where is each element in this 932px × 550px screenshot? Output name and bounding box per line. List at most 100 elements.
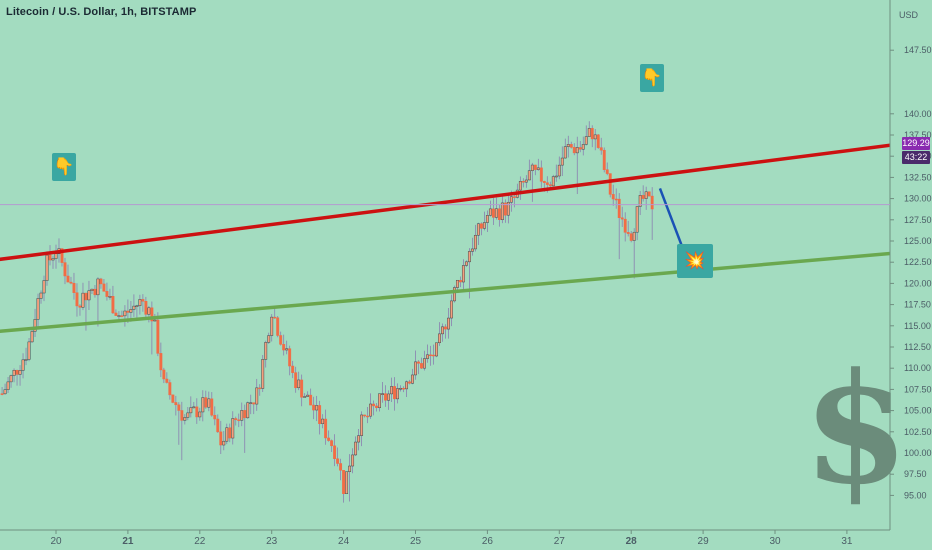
candle-body [108,296,112,298]
candle-body [461,265,465,283]
candle-body [626,232,630,234]
y-tick-label: 107.50 [904,384,932,394]
overlay-layer [0,142,898,333]
candle-body [524,179,528,183]
candle-body [39,292,43,299]
candle-body [27,341,31,360]
candle-body [638,195,642,207]
candle-body [126,310,130,313]
dollar-sign-icon: $ [803,339,909,518]
candle-body [557,164,561,177]
candle-body [572,147,576,154]
candle-body [135,305,139,307]
price-axis-panel [890,0,932,550]
candle-body [117,315,121,317]
x-tick-label: 28 [626,536,638,547]
y-tick-label: 102.50 [904,427,932,437]
candle-body [30,331,34,343]
candle-body [72,282,76,293]
candle-body [381,393,384,395]
candle-body [560,157,564,166]
candle-body [408,381,411,384]
candle-body [426,354,429,359]
last-price-badge: 129.29 [902,137,930,150]
candle-body [402,387,405,390]
candle-body [339,463,343,471]
candle-body [617,198,621,218]
candle-body [345,471,349,495]
candle-body [551,176,555,187]
candle-body [180,410,184,421]
candle-body [455,279,459,288]
candle-body [464,261,468,266]
candle-body [246,402,250,419]
candle-body [330,440,334,447]
candle-body [294,372,298,389]
candle-body [602,149,606,170]
candle-body [300,379,304,398]
candle-body [303,396,307,398]
candle-body [195,406,199,418]
candle-body [587,128,591,137]
x-tick-label: 29 [698,536,710,547]
candle-body [447,317,450,330]
candle-body [189,407,193,414]
candle-body [476,223,480,236]
candles-layer [0,121,654,503]
candle-body [641,195,645,199]
candle-body [276,317,280,336]
candle-body [452,287,456,302]
y-tick-label: 130.00 [904,194,932,204]
candle-body [177,404,181,411]
candle-body [33,319,37,332]
y-tick-label: 122.50 [904,257,932,267]
candle-body [84,292,88,301]
candle-body [563,146,567,159]
candle-body [336,458,340,464]
candle-body [141,299,145,302]
candle-body [216,418,220,433]
candle-body [24,359,28,361]
candle-body [521,181,525,183]
candle-body [470,248,474,252]
candle-body [21,359,25,371]
candle-body [530,164,534,171]
y-tick-label: 97.50 [904,469,927,479]
candle-body [554,175,558,178]
candle-body [321,418,325,424]
candle-body [45,254,49,281]
y-tick-label: 95.00 [904,490,927,500]
candle-body [315,405,319,411]
x-tick-label: 26 [482,536,494,547]
candle-body [270,316,274,336]
candle-body [599,147,603,151]
candle-body [614,198,618,201]
candle-body [6,381,10,390]
candle-body [482,222,486,229]
candle-body [620,217,624,220]
candle-body [569,144,573,148]
candle-body [237,419,241,422]
candle-body [527,170,531,181]
candle-body [318,405,322,424]
candle-body [635,206,639,233]
candle-body [384,393,387,401]
y-tick-label: 115.00 [904,321,931,331]
candle-body [650,195,654,210]
candle-body [393,386,396,400]
candle-body [420,363,423,369]
candle-body [243,410,247,419]
candle-body [509,196,513,203]
candle-body [357,435,361,443]
candle-body [183,417,187,421]
candle-body [611,194,615,200]
candle-body [396,388,399,400]
candle-body [387,393,390,401]
candle-body [491,208,495,218]
candle-body [156,319,160,354]
candle-body [174,402,178,406]
candle-body [261,359,265,389]
candle-body [138,299,142,306]
